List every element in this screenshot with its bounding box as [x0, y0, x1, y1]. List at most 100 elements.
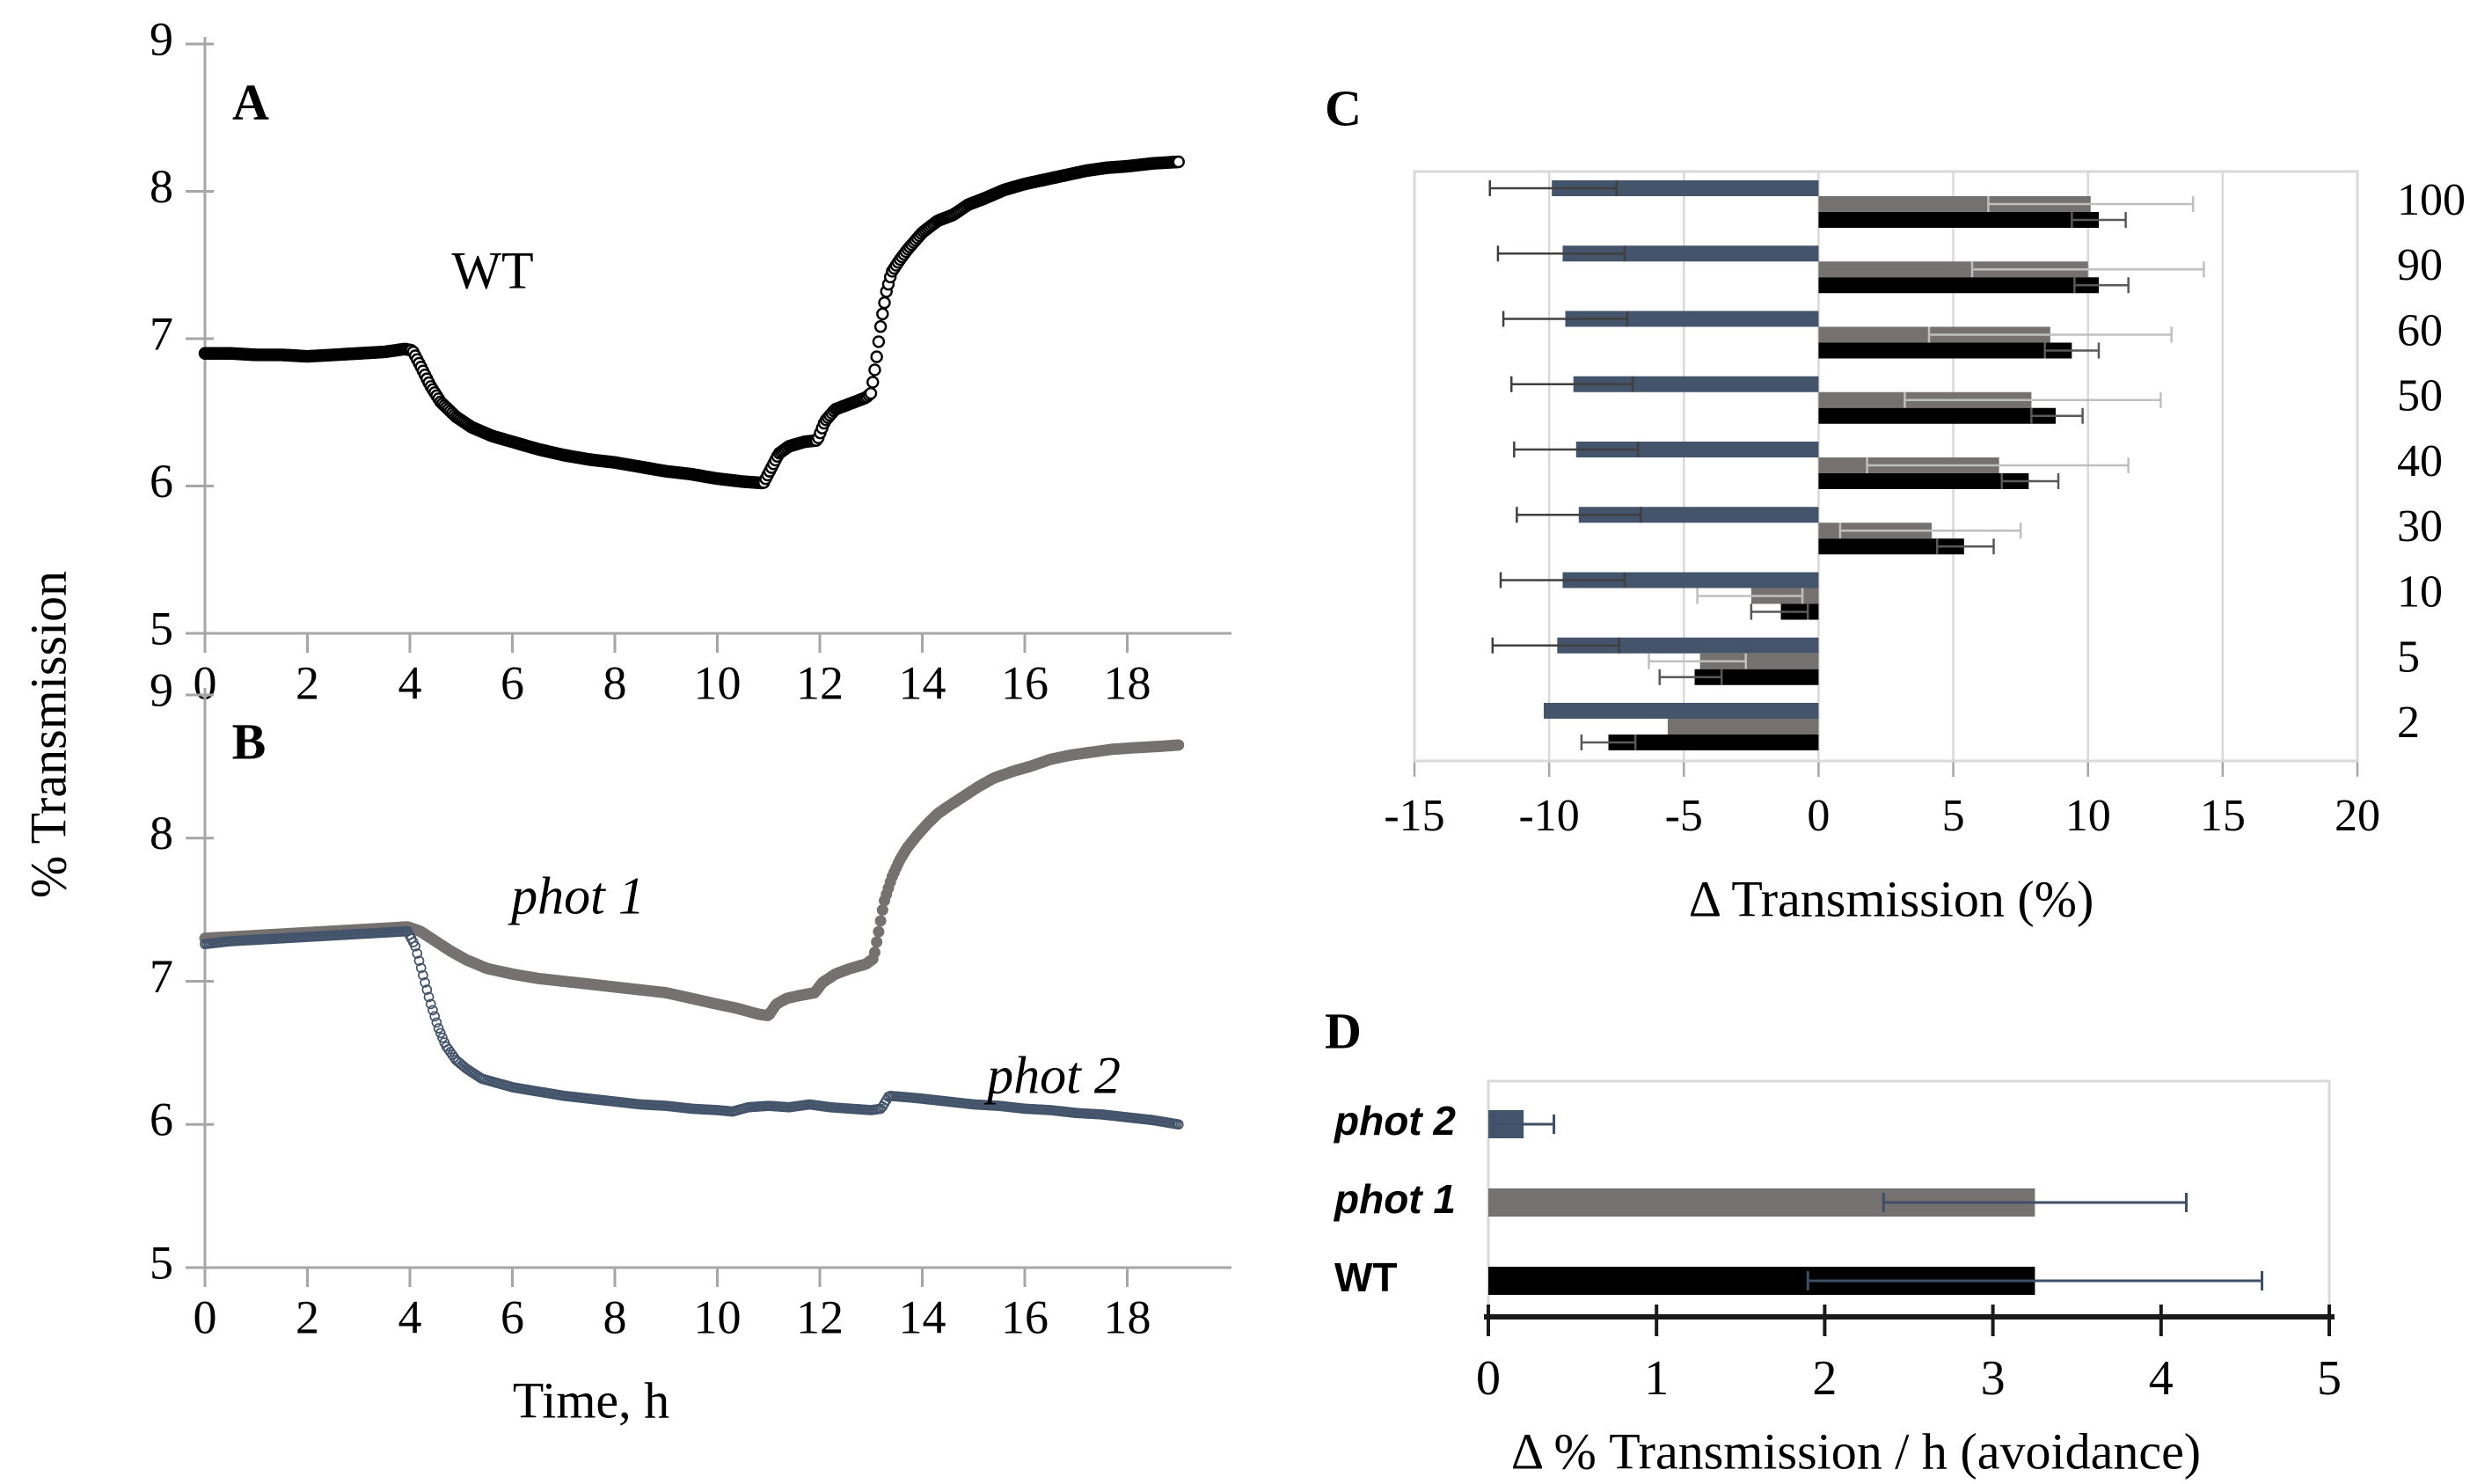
x-tick-label: 2: [296, 656, 319, 709]
data-marker: [431, 1017, 442, 1028]
y-tick-label: 9: [150, 12, 173, 65]
category-label: 90: [2397, 240, 2443, 290]
data-marker: [435, 1027, 446, 1039]
panel-a-label: A: [232, 73, 269, 131]
data-marker: [874, 915, 887, 927]
y-tick-label: 5: [150, 602, 173, 654]
x-tick-label: 4: [398, 1290, 422, 1343]
bar-phot2-2: [1544, 703, 1819, 719]
x-tick-label: 0: [194, 1290, 217, 1343]
bar-phot2-5: [1557, 637, 1819, 654]
category-label: 2: [2397, 698, 2420, 748]
data-marker: [872, 335, 886, 348]
bar-WT-5: [1694, 669, 1819, 685]
x-tick-label: 0: [1807, 791, 1830, 841]
x-tick-label: 18: [1104, 656, 1151, 709]
x-tick-label: 14: [899, 1290, 946, 1343]
data-marker: [868, 363, 881, 376]
x-tick-label: 6: [501, 656, 524, 709]
series-phot2: [200, 925, 1184, 1130]
bar-WT-30: [1818, 538, 1964, 555]
x-tick-label: 8: [603, 1290, 627, 1343]
x-tick-label: 2: [1812, 1351, 1837, 1406]
phot2-series-label: phot 2: [987, 1046, 1121, 1105]
x-tick-label: 4: [398, 656, 422, 709]
x-tick-label: 15: [2200, 791, 2246, 841]
data-marker: [437, 1032, 448, 1043]
data-marker: [873, 320, 888, 333]
category-label: 60: [2397, 305, 2443, 355]
x-tick-label: 12: [796, 656, 844, 709]
category-label: phot 2: [1333, 1098, 1456, 1144]
panel-c-axis-title: Δ Transmission (%): [1688, 870, 2094, 928]
bar-phot2-50: [1573, 376, 1819, 392]
data-marker: [410, 940, 420, 952]
x-tick-label: 5: [2317, 1351, 2342, 1406]
data-marker: [868, 947, 881, 959]
data-marker: [412, 948, 423, 959]
category-label: 40: [2397, 436, 2443, 486]
bar-phot2-60: [1565, 311, 1819, 327]
panel-b-label: B: [231, 713, 267, 771]
data-marker: [1173, 739, 1185, 751]
data-marker: [428, 1005, 438, 1016]
bar-phot1-90: [1818, 261, 2088, 278]
x-tick-label: 14: [899, 656, 946, 709]
category-label: 50: [2397, 371, 2443, 421]
series-WT: [198, 155, 1185, 490]
data-marker: [873, 925, 885, 938]
x-tick-label: -10: [1518, 791, 1579, 841]
plot-frame: [1413, 170, 2359, 763]
y-tick-label: 6: [150, 1093, 173, 1146]
y-tick-label: 6: [150, 455, 173, 508]
x-tick-label: 12: [796, 1290, 844, 1343]
data-marker: [423, 991, 435, 1003]
y-tick-label: 9: [150, 663, 173, 716]
phot1-series-label: phot 1: [511, 866, 645, 925]
data-marker: [415, 962, 427, 974]
category-label: 5: [2397, 632, 2420, 683]
x-tick-label: 0: [1476, 1351, 1501, 1406]
data-marker: [1173, 1119, 1184, 1130]
bar-phot2-30: [1578, 507, 1819, 523]
panel-d-axis-title: Δ % Transmission / h (avoidance): [1510, 1422, 2202, 1480]
data-marker: [876, 903, 888, 916]
data-marker: [1172, 155, 1185, 169]
bar-phot2-40: [1575, 442, 1819, 457]
data-marker: [433, 1023, 444, 1034]
category-label: 30: [2397, 501, 2443, 552]
y-tick-label: 5: [150, 1236, 173, 1289]
x-tick-label: 8: [603, 656, 627, 709]
bar-WT-2: [1608, 735, 1819, 750]
x-tick-label: 16: [1001, 1290, 1049, 1343]
bar-WT-50: [1818, 407, 2056, 424]
panel-d-label: D: [1325, 1002, 1362, 1060]
bar-phot1-2: [1667, 719, 1819, 735]
data-marker: [425, 998, 436, 1010]
category-label: WT: [1334, 1254, 1398, 1300]
data-marker: [870, 350, 883, 363]
bar-WT-100: [1818, 212, 2099, 228]
category-label: 100: [2397, 175, 2466, 225]
data-marker: [420, 977, 430, 988]
x-tick-label: 2: [296, 1290, 319, 1343]
x-tick-label: 20: [2335, 791, 2380, 841]
bar-phot2-10: [1562, 572, 1819, 588]
x-tick-label: 1: [1644, 1351, 1669, 1406]
bar-phot1-5: [1699, 653, 1819, 669]
y-tick-label: 8: [150, 807, 173, 859]
category-label: phot 1: [1333, 1176, 1456, 1222]
y-tick-label: 8: [150, 160, 173, 213]
bar-phot2-100: [1552, 180, 1819, 196]
data-marker: [418, 969, 428, 981]
x-tick-label: -5: [1665, 791, 1703, 841]
bar-WT-40: [1818, 473, 2029, 489]
category-label: 10: [2397, 567, 2443, 617]
x-tick-label: 4: [2149, 1351, 2174, 1406]
bar-phot2-90: [1562, 245, 1819, 262]
x-tick-label: 10: [694, 1290, 742, 1343]
y-axis-title: % Transmission: [19, 570, 77, 899]
panel-c-label: C: [1325, 79, 1362, 137]
